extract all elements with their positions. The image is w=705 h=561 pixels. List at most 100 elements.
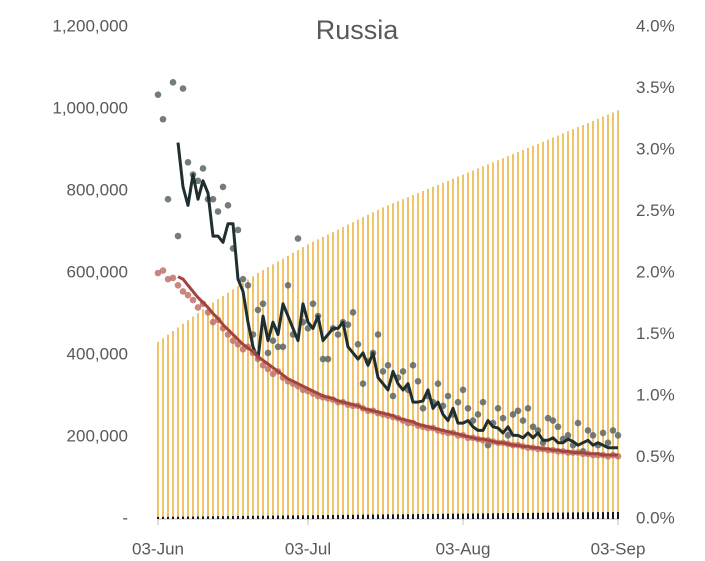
dot — [214, 208, 222, 215]
bar — [162, 516, 164, 519]
dot — [199, 165, 207, 172]
bar — [302, 247, 304, 520]
dot — [259, 300, 267, 308]
dot — [549, 417, 557, 424]
bar — [227, 292, 229, 519]
dot — [334, 331, 342, 338]
dot — [399, 368, 407, 375]
bar — [507, 513, 509, 519]
dot — [574, 419, 582, 427]
dot — [519, 417, 527, 424]
bar — [552, 512, 554, 519]
bar — [537, 512, 539, 519]
y-tick-label: 1,200,000 — [52, 16, 128, 35]
dot — [264, 349, 272, 357]
bar — [187, 516, 189, 519]
bar — [247, 515, 249, 519]
bar — [312, 515, 314, 519]
bar — [502, 513, 504, 519]
bar — [402, 199, 404, 519]
bar — [417, 514, 419, 519]
bar — [277, 261, 279, 519]
dot — [479, 398, 487, 406]
dot — [454, 398, 462, 406]
dot — [189, 296, 197, 304]
bar — [567, 512, 569, 519]
y2-tick-label: 1.5% — [636, 324, 675, 343]
bar — [542, 141, 544, 519]
bar — [227, 516, 229, 519]
bar — [572, 129, 574, 519]
dot — [459, 386, 467, 394]
dot — [174, 282, 182, 289]
dot — [599, 429, 607, 437]
dot — [264, 365, 272, 373]
bar — [262, 270, 264, 519]
bar — [517, 513, 519, 519]
bar — [257, 273, 259, 519]
bar — [302, 515, 304, 519]
bar — [182, 516, 184, 519]
dot — [239, 345, 247, 353]
bar — [532, 512, 534, 519]
bar — [492, 513, 494, 519]
dot — [469, 417, 477, 424]
x-tick-label: 03-Jul — [285, 539, 331, 558]
bar — [487, 164, 489, 519]
bar — [417, 193, 419, 520]
bar — [462, 513, 464, 519]
bar — [322, 515, 324, 519]
bar — [557, 135, 559, 519]
dot — [269, 337, 277, 344]
dot — [444, 392, 452, 400]
dot — [414, 377, 422, 385]
bar — [562, 512, 564, 519]
bar — [582, 512, 584, 519]
bar — [252, 515, 254, 519]
bar — [427, 513, 429, 519]
line — [176, 142, 618, 450]
bar — [167, 516, 169, 519]
bar — [497, 160, 499, 519]
dot — [379, 368, 387, 375]
dot — [494, 405, 502, 412]
y-tick-label: 800,000 — [67, 180, 128, 199]
dot — [284, 282, 292, 289]
x-tick-label: 03-Sep — [591, 539, 646, 558]
dot — [554, 423, 562, 431]
bar — [242, 515, 244, 519]
bar — [192, 316, 194, 519]
bar — [567, 131, 569, 519]
bar — [247, 279, 249, 519]
bar — [222, 295, 224, 519]
dot — [344, 321, 352, 328]
bar — [482, 513, 484, 519]
bar — [512, 154, 514, 519]
dot — [359, 380, 367, 388]
bar — [617, 110, 619, 520]
dot — [544, 414, 552, 422]
bar — [577, 127, 579, 519]
dot — [209, 318, 217, 326]
bar — [202, 516, 204, 519]
dot — [179, 288, 187, 295]
bar — [562, 133, 564, 519]
dot — [219, 183, 227, 191]
bar — [597, 118, 599, 520]
bar — [462, 174, 464, 519]
dot — [309, 300, 317, 308]
dot — [514, 407, 522, 415]
bar — [602, 116, 604, 520]
bar — [607, 512, 609, 519]
dot — [529, 423, 537, 431]
dot — [184, 291, 192, 299]
dot — [209, 195, 217, 203]
bar — [207, 305, 209, 519]
bar — [607, 114, 609, 520]
dot — [504, 432, 512, 439]
bar — [422, 191, 424, 519]
bar — [402, 514, 404, 519]
bar — [212, 516, 214, 519]
bar — [492, 162, 494, 520]
y-tick-label: 200,000 — [67, 426, 128, 445]
